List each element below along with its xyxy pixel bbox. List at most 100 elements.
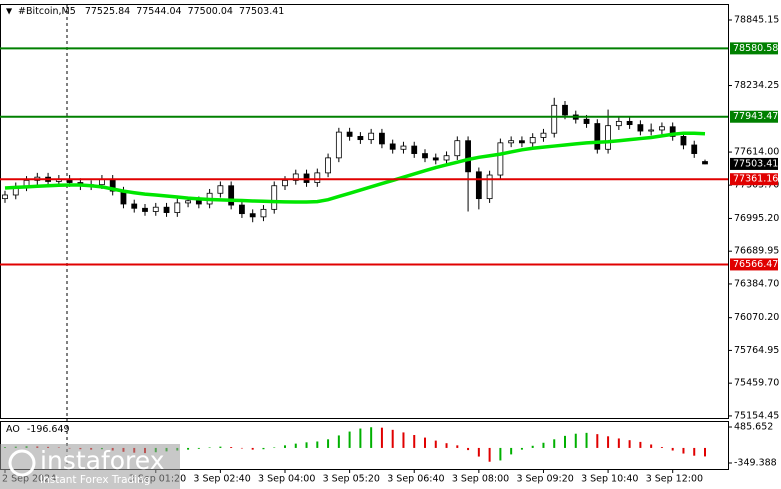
candle-body <box>551 104 558 134</box>
candle-body <box>195 200 202 205</box>
candle-body <box>185 200 191 204</box>
ao-bar <box>413 435 416 448</box>
ao-bar <box>294 443 297 448</box>
ao-bar <box>370 427 373 448</box>
header-open: 77525.84 <box>85 6 130 17</box>
y-tick-label: 76995.20 <box>734 213 779 224</box>
ao-bar <box>671 447 674 451</box>
y-tick-label: 78234.25 <box>734 80 779 91</box>
ao-bar <box>230 447 233 448</box>
ao-bar <box>531 445 534 448</box>
candle-body <box>292 173 299 181</box>
level-label-box <box>730 110 778 123</box>
ao-bar <box>499 447 502 461</box>
candle-body <box>239 204 245 215</box>
candle-body <box>422 153 428 159</box>
x-tick-label: 3 Sep 09:20 <box>516 474 573 485</box>
candle-body <box>562 104 568 116</box>
candle-body <box>605 125 611 150</box>
header-high: 77544.04 <box>136 6 181 17</box>
candle-body <box>282 179 288 187</box>
y-tick-label: 76689.95 <box>734 246 779 257</box>
ao-bar <box>660 447 663 448</box>
ao-bar <box>477 447 480 457</box>
ao-bar <box>359 428 362 448</box>
ao-header: AO -196.649 <box>6 424 70 435</box>
candle-body <box>249 213 256 218</box>
ao-bar <box>564 435 566 448</box>
watermark-icon <box>8 449 36 477</box>
y-tick-label: 75154.45 <box>734 410 779 421</box>
candle-body <box>508 140 515 144</box>
ao-bar <box>488 447 491 462</box>
ao-bar <box>251 447 254 450</box>
moving-average <box>4 131 706 204</box>
symbol: #Bitcoin,M5 <box>18 6 76 17</box>
candle-body <box>346 131 353 137</box>
candle-body <box>163 206 170 213</box>
candle-body <box>217 185 224 194</box>
ao-bar <box>391 429 394 448</box>
ao-bar <box>596 434 599 448</box>
x-tick-label: 3 Sep 04:00 <box>258 474 315 485</box>
ao-bar <box>542 442 545 448</box>
header-close: 77503.41 <box>239 6 284 17</box>
candle-body <box>411 145 418 154</box>
candle-body <box>669 126 676 137</box>
candle-body <box>2 194 8 200</box>
ao-bar <box>553 439 556 448</box>
price-label: 77503.41 <box>733 158 778 169</box>
ao-bar <box>219 446 222 448</box>
candle-body <box>260 208 267 218</box>
ao-bar <box>467 447 470 451</box>
candle-body <box>648 129 655 132</box>
candle-body <box>142 207 148 212</box>
candle-body <box>357 136 364 141</box>
ao-bar <box>704 447 706 457</box>
candle-body <box>475 171 482 200</box>
ao-bar <box>520 447 523 450</box>
candle-body <box>271 185 278 210</box>
level-label: 77943.47 <box>733 111 778 122</box>
candle-body <box>228 185 235 206</box>
candle-body <box>152 206 159 212</box>
ao-bar <box>682 447 685 454</box>
y-tick-label: 76384.70 <box>734 278 779 289</box>
candle-body <box>174 202 181 213</box>
level-label-box <box>730 258 778 271</box>
watermark-name: instaforex <box>40 446 165 475</box>
x-tick-label: 3 Sep 10:40 <box>581 474 638 485</box>
watermark: instaforex Instant Forex Trading <box>0 444 180 489</box>
level-label: 78580.58 <box>733 43 778 54</box>
candle-body <box>400 145 407 150</box>
ao-bar <box>445 443 448 448</box>
ao-bar <box>197 447 200 449</box>
price-label-box <box>730 157 778 170</box>
watermark-tagline: Instant Forex Trading <box>40 474 150 486</box>
ao-bar <box>305 442 308 448</box>
ao-bar <box>574 433 577 448</box>
ao-bar <box>617 438 620 448</box>
x-tick-label: 3 Sep 02:40 <box>193 474 250 485</box>
level-label: 77361.16 <box>733 174 778 185</box>
x-tick-label: 3 Sep 06:40 <box>387 474 444 485</box>
main-frame <box>0 4 729 419</box>
level-label: 76566.47 <box>733 259 778 270</box>
header-low: 77500.04 <box>188 6 233 17</box>
ao-bar <box>316 441 319 448</box>
candle-body <box>443 155 450 161</box>
x-tick-label: 3 Sep 08:00 <box>452 474 509 485</box>
candle-body <box>659 126 665 131</box>
ao-tick-label: -349.388 <box>734 458 777 469</box>
y-tick-label: 75459.70 <box>734 378 779 389</box>
candle-body <box>594 123 601 150</box>
candle-body <box>454 140 461 157</box>
ao-bar <box>607 436 610 448</box>
candle-body <box>335 131 342 159</box>
ao-bar <box>628 440 631 448</box>
candle-body <box>325 157 331 174</box>
ao-bar <box>187 447 190 450</box>
